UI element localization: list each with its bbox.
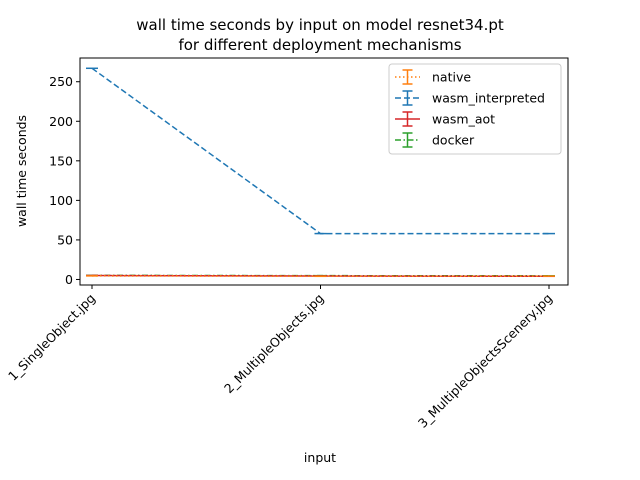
axes-frame [79, 57, 569, 286]
y-tick-label-200: 200 [49, 114, 73, 129]
plot-area [86, 67, 555, 278]
chart-title-line-1: wall time seconds by input on model resn… [136, 16, 504, 34]
legend-box [388, 63, 562, 155]
x-tick-label-3: 3_MultipleObjectsScenery.jpg [415, 291, 555, 431]
y-tick-label-50: 50 [57, 232, 73, 247]
legend-label-wasm_aot: wasm_aot [432, 112, 495, 127]
legend-label-native: native [432, 70, 471, 85]
legend-label-wasm_interpreted: wasm_interpreted [432, 91, 545, 106]
x-tick-label-2: 2_MultipleObjects.jpg [221, 291, 327, 397]
chart-title-line-2: for different deployment mechanisms [178, 36, 461, 54]
y-tick-label-100: 100 [49, 193, 73, 208]
y-tick-label-250: 250 [49, 74, 73, 89]
y-tick-label-0: 0 [65, 272, 73, 287]
x-axis-label: input [304, 450, 336, 465]
y-axis-label: wall time seconds [14, 115, 29, 227]
x-tick-label-1: 1_SingleObject.jpg [5, 291, 98, 384]
legend-label-docker: docker [432, 133, 475, 148]
y-tick-label-150: 150 [49, 153, 73, 168]
